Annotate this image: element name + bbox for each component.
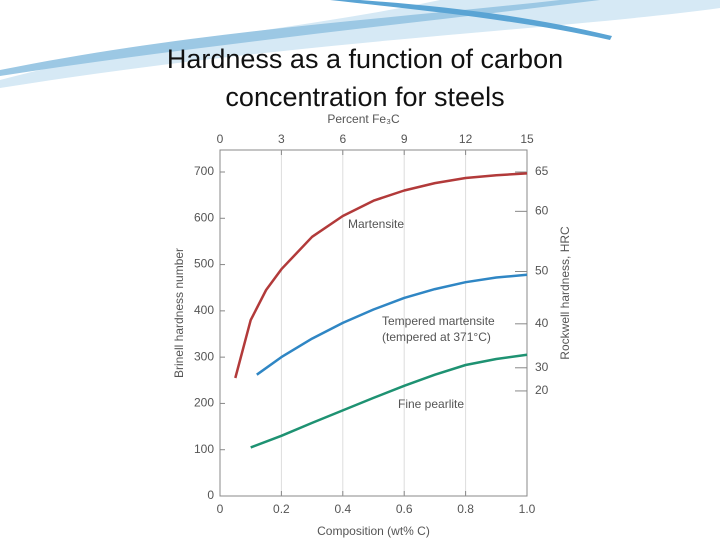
y2-tick-label: 20: [535, 383, 549, 397]
y-tick-label: 100: [194, 442, 214, 456]
y-tick-label: 400: [194, 303, 214, 317]
x-tick-label: 0.2: [273, 502, 290, 516]
y-tick-label: 300: [194, 349, 214, 363]
y2-tick-label: 30: [535, 360, 549, 374]
y2-axis-label: Rockwell hardness, HRC: [558, 226, 572, 360]
y2-tick-label: 50: [535, 264, 549, 278]
x-tick-label: 0.4: [334, 502, 351, 516]
x2-tick-label: 9: [401, 132, 408, 146]
x2-tick-label: 15: [520, 132, 534, 146]
series-line: [250, 353, 528, 449]
x2-axis-label: Percent Fe₃C: [327, 112, 400, 126]
slide-title: Hardness as a function of carbon concent…: [166, 44, 564, 112]
annotation: (tempered at 371°C): [382, 330, 491, 344]
y-axis-label: Brinell hardness number: [172, 248, 186, 378]
annotation: Martensite: [348, 217, 404, 231]
y-tick-label: 200: [194, 396, 214, 410]
x-axis-label: Composition (wt% C): [317, 524, 430, 538]
annotation: Tempered martensite: [382, 314, 495, 328]
y-tick-label: 500: [194, 257, 214, 271]
series-line: [256, 273, 528, 376]
x2-tick-label: 12: [459, 132, 473, 146]
x-tick-label: 1.0: [519, 502, 536, 516]
x-tick-label: 0: [217, 502, 224, 516]
chart-panel: [172, 110, 572, 540]
x2-tick-label: 3: [278, 132, 285, 146]
x2-tick-label: 6: [339, 132, 346, 146]
x2-tick-label: 0: [217, 132, 224, 146]
series-line: [234, 172, 528, 379]
x-tick-label: 0.8: [457, 502, 474, 516]
y2-tick-label: 65: [535, 164, 549, 178]
annotation: Fine pearlite: [398, 397, 464, 411]
y2-tick-label: 60: [535, 204, 549, 218]
plot-frame: [219, 149, 528, 497]
y-tick-label: 600: [194, 210, 214, 224]
y-tick-label: 700: [194, 164, 214, 178]
x-tick-label: 0.6: [396, 502, 413, 516]
y2-tick-label: 40: [535, 316, 549, 330]
y-tick-label: 0: [207, 488, 214, 502]
